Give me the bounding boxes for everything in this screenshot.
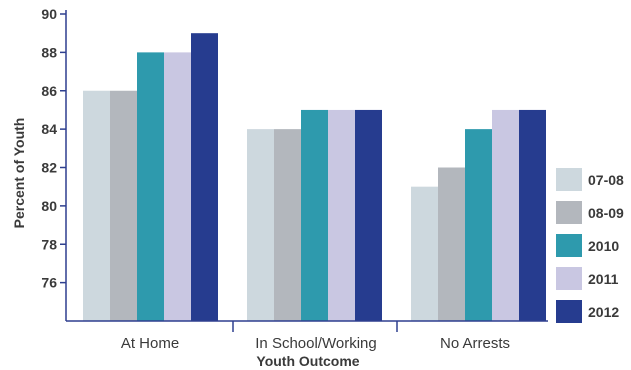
legend-swatch-2012	[556, 300, 582, 323]
bar-07-08-2	[411, 186, 438, 321]
x-category-label-0: At Home	[121, 335, 179, 352]
bar-08-09-0	[110, 90, 137, 321]
legend-label-2012: 2012	[588, 304, 619, 320]
x-categories-layer: At Home In School/Working No Arrests	[121, 335, 510, 352]
bar-2011-2	[492, 109, 519, 321]
bar-2012-0	[191, 33, 218, 321]
bar-08-09-1	[274, 129, 301, 321]
legend-label-08-09: 08-09	[588, 205, 624, 221]
y-tick-label-86: 86	[41, 83, 57, 99]
y-tick-label-90: 90	[41, 6, 57, 22]
y-tick-label-80: 80	[41, 198, 57, 214]
legend-swatch-08-09	[556, 201, 582, 224]
legend-swatch-2010	[556, 234, 582, 257]
y-axis-title: Percent of Youth	[11, 118, 27, 229]
bar-2012-1	[355, 109, 382, 321]
legend-label-2010: 2010	[588, 238, 619, 254]
y-tick-label-84: 84	[41, 121, 57, 137]
x-category-label-1: In School/Working	[255, 335, 376, 352]
bar-2011-0	[164, 52, 191, 321]
y-ticks-layer: 76 78 80 82 84 86 88 90	[41, 6, 66, 291]
y-tick-label-88: 88	[41, 44, 57, 60]
bar-2012-2	[519, 109, 546, 321]
bar-07-08-0	[83, 90, 110, 321]
axes-layer	[65, 10, 548, 332]
legend-swatch-07-08	[556, 168, 582, 191]
x-axis-title: Youth Outcome	[256, 353, 359, 369]
legend-label-2011: 2011	[588, 271, 619, 287]
bar-07-08-1	[247, 129, 274, 321]
bar-08-09-2	[438, 167, 465, 321]
bars-layer	[83, 33, 546, 321]
bar-2011-1	[328, 109, 355, 321]
legend-swatch-2011	[556, 267, 582, 290]
legend: 07-08 08-09 2010 2011 2012	[556, 168, 624, 323]
x-category-label-2: No Arrests	[440, 335, 510, 352]
bar-2010-2	[465, 129, 492, 321]
legend-label-07-08: 07-08	[588, 172, 624, 188]
y-tick-label-82: 82	[41, 160, 57, 176]
bar-2010-0	[137, 52, 164, 321]
y-tick-label-78: 78	[41, 236, 57, 252]
y-tick-label-76: 76	[41, 275, 57, 291]
bar-2010-1	[301, 109, 328, 321]
